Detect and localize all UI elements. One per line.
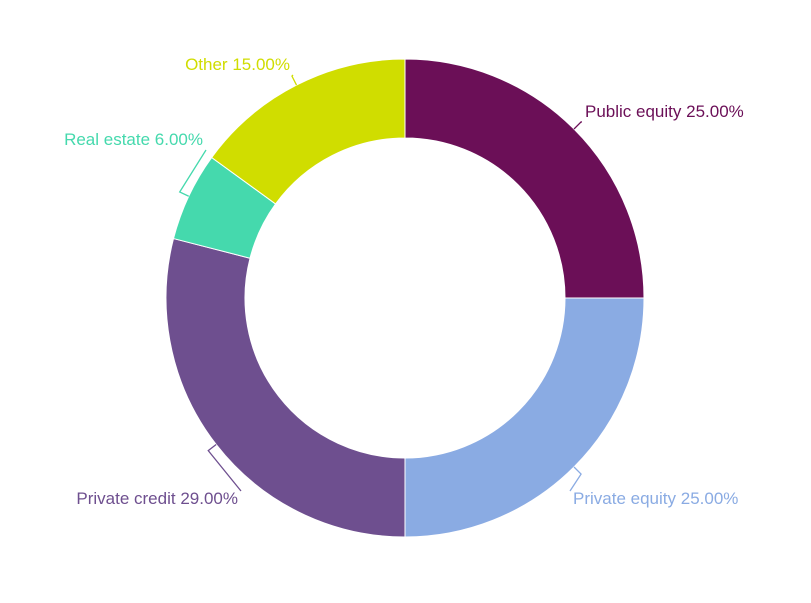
leader-line [569, 466, 582, 492]
leader-line [573, 121, 583, 130]
donut-slice [404, 297, 645, 538]
leader-line [178, 149, 207, 197]
slice-label: Real estate 6.00% [64, 130, 203, 149]
slice-label: Private credit 29.00% [76, 489, 238, 508]
slice-label: Other 15.00% [185, 55, 290, 74]
donut-slice [404, 58, 645, 299]
slice-category: Private credit [76, 489, 175, 508]
slice-value: 29.00% [180, 489, 238, 508]
slice-category: Real estate [64, 130, 150, 149]
slice-category: Public equity [585, 102, 682, 121]
slice-label: Public equity 25.00% [585, 102, 744, 121]
slice-category: Other [185, 55, 228, 74]
slice-value: 25.00% [686, 102, 744, 121]
donut-slice [165, 237, 406, 538]
slice-value: 15.00% [232, 55, 290, 74]
slice-value: 25.00% [681, 489, 739, 508]
slice-category: Private equity [573, 489, 676, 508]
leader-line [207, 443, 242, 492]
leader-line [291, 74, 298, 86]
slice-label: Private equity 25.00% [573, 489, 738, 508]
slice-value: 6.00% [155, 130, 203, 149]
donut-slice [210, 58, 406, 205]
